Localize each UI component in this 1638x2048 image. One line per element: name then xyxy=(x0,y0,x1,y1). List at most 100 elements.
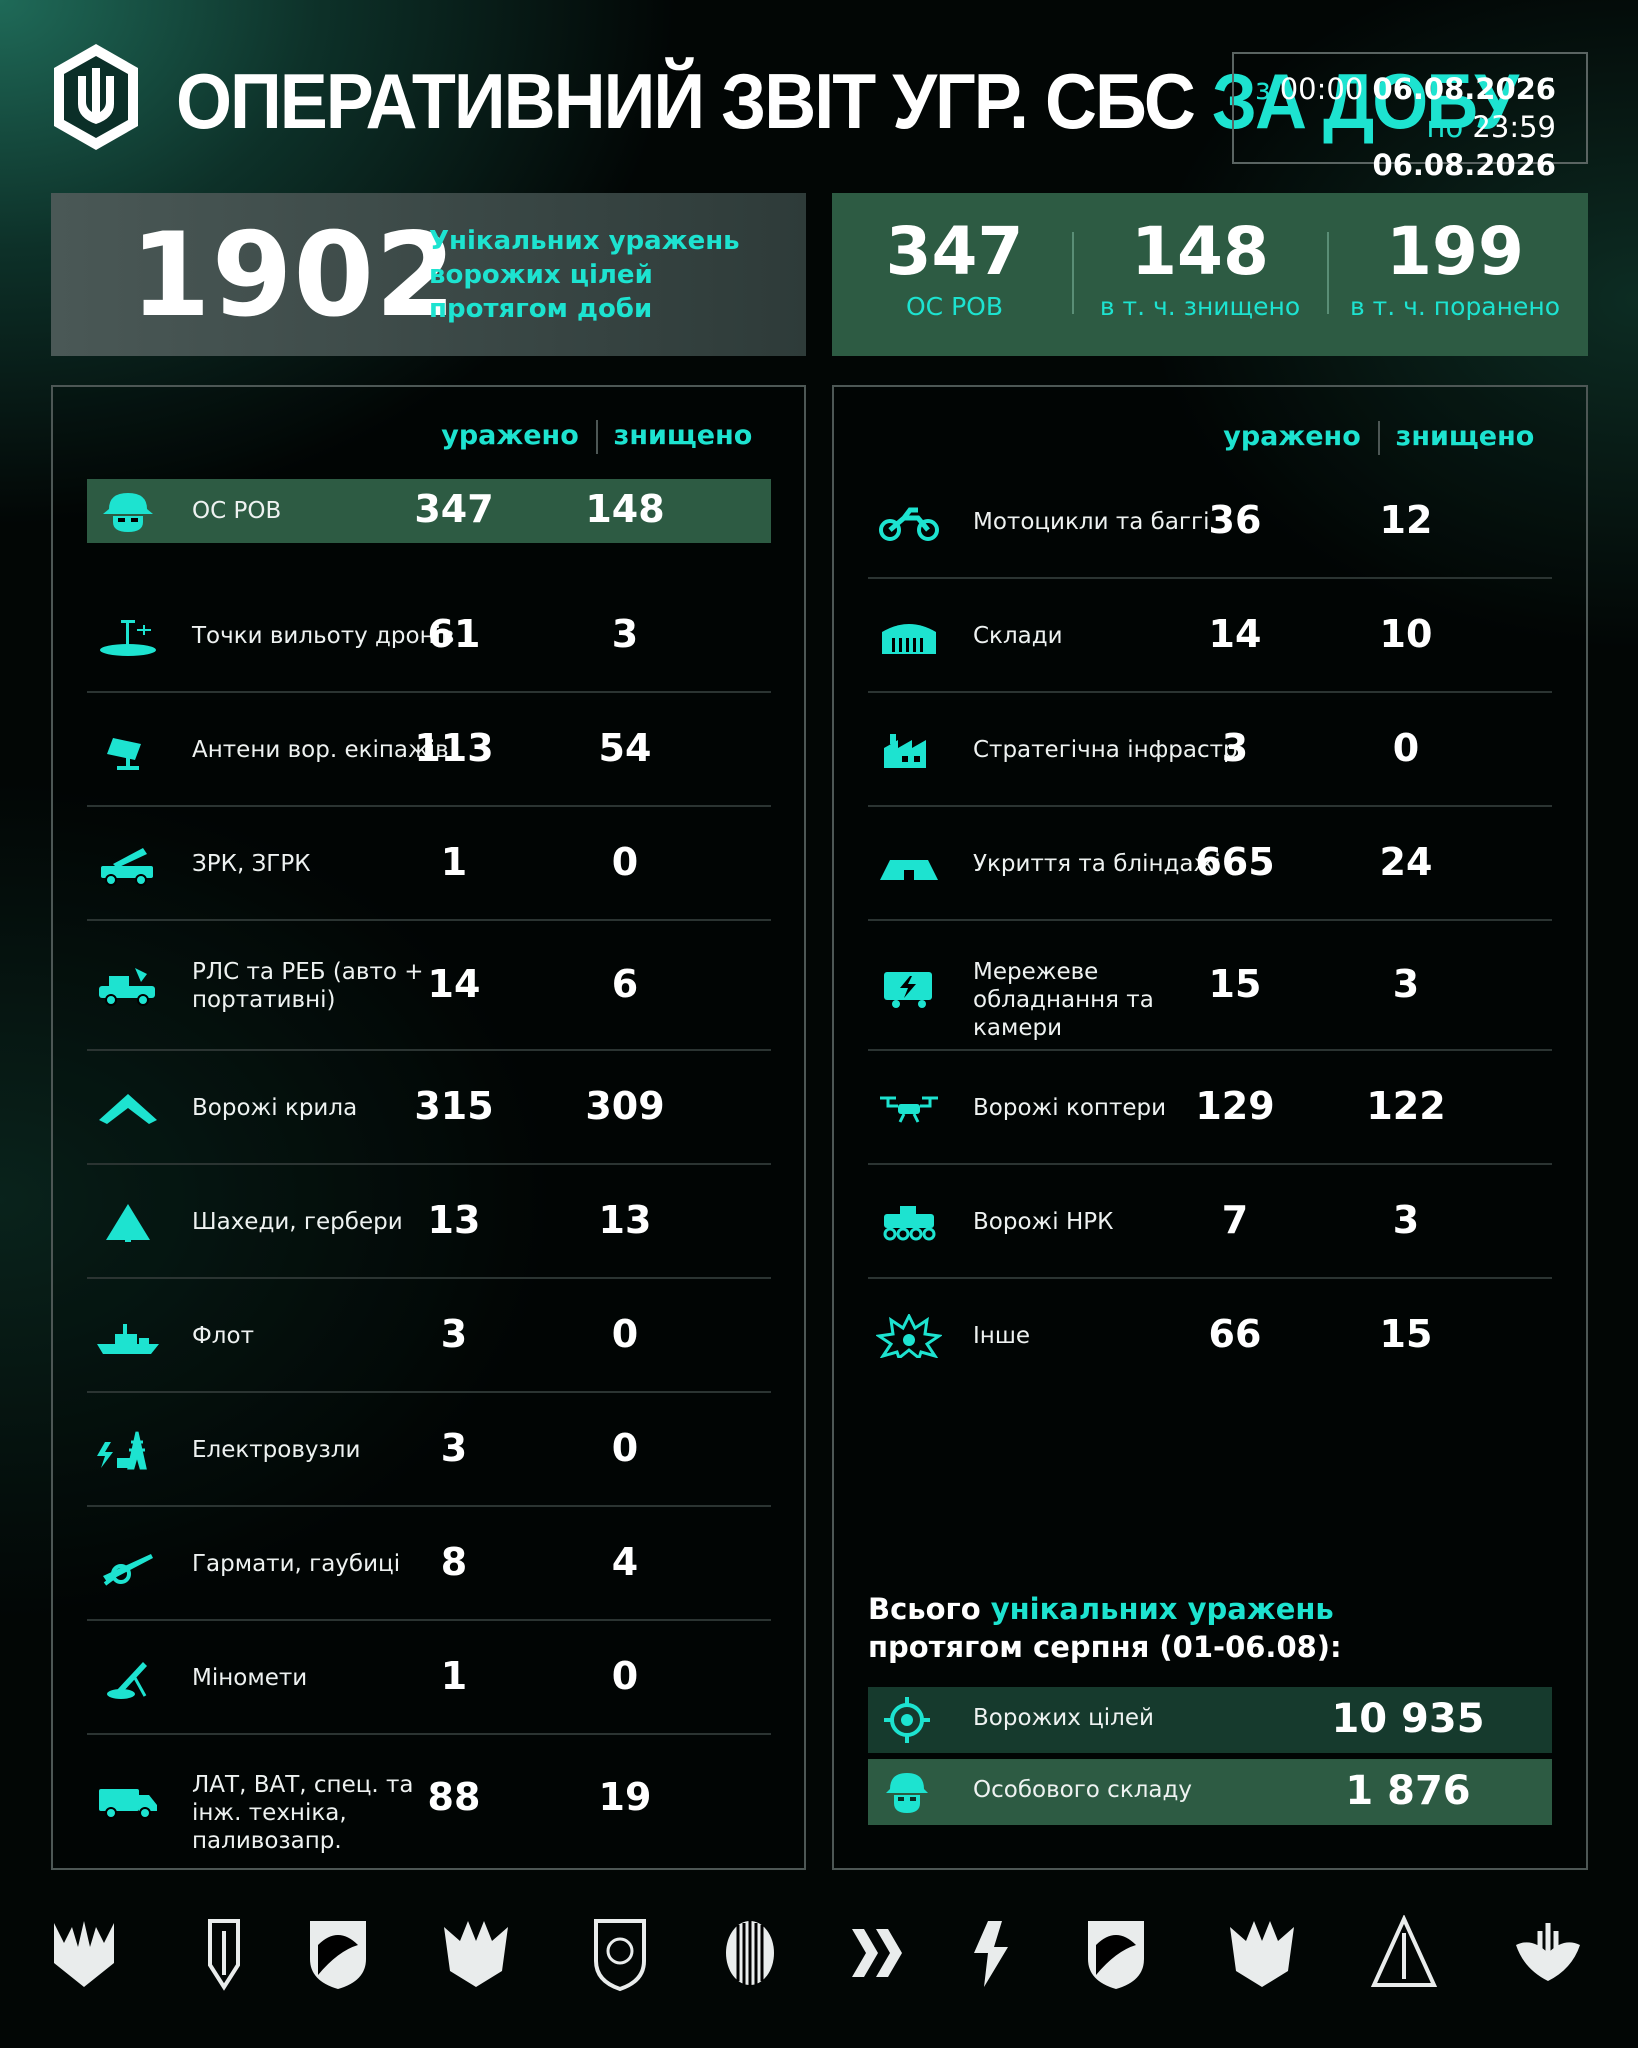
soldier-helmet-icon xyxy=(886,1773,928,1813)
quadcopter-icon xyxy=(880,1096,938,1123)
antenna-dish-icon xyxy=(107,738,141,770)
stats-row: Шахеди, гербери 13 13 xyxy=(87,1165,771,1279)
row-label: Точки вильоту дронів xyxy=(192,623,455,649)
row-destroyed-value: 309 xyxy=(585,1084,665,1128)
page-title: ОПЕРАТИВНИЙ ЗВІТ УГР. СБС ЗА ДОБУ xyxy=(176,59,1519,146)
row-label: Склади xyxy=(973,623,1063,649)
eagle-shield-logo xyxy=(310,1921,366,1989)
row-destroyed-value: 0 xyxy=(611,1654,639,1698)
row-hit-value: 129 xyxy=(1195,1084,1275,1128)
left-stats-panel xyxy=(51,385,806,1870)
row-hit-value: 8 xyxy=(440,1540,468,1584)
stats-row: Стратегічна інфрастр. 3 0 xyxy=(868,693,1552,807)
row-label: ЛАТ, ВАТ, спец. та інж. техніка, паливоз… xyxy=(192,1772,414,1854)
daily-total-caption: Унікальних уражень ворожих цілей протяго… xyxy=(429,226,740,324)
column-hit-header: уражено xyxy=(441,420,579,451)
row-hit-value: 1 xyxy=(440,1654,468,1698)
divider xyxy=(1378,421,1380,455)
divider xyxy=(1072,232,1074,314)
month-total-personnel: Особового складу 1 876 xyxy=(868,1759,1552,1825)
row-destroyed-value: 12 xyxy=(1379,498,1433,542)
personnel-wounded: 199 в т. ч. поранено xyxy=(1350,213,1560,321)
ground-robot-icon xyxy=(883,1206,936,1241)
stats-row: Антени вор. екіпажів 113 54 xyxy=(87,693,771,807)
trident-winged-logo xyxy=(1516,1923,1580,1981)
motorcycle-icon xyxy=(879,507,939,541)
row-destroyed-value: 0 xyxy=(1392,726,1420,770)
row-hit-value: 665 xyxy=(1195,840,1275,884)
row-destroyed-value: 0 xyxy=(611,1312,639,1356)
double-chevron-logo xyxy=(852,1929,902,1977)
row-label: Інше xyxy=(973,1323,1031,1349)
row-label: Флот xyxy=(192,1323,254,1349)
unit-shield-logo xyxy=(54,44,138,150)
warship-icon xyxy=(97,1324,159,1354)
daily-total-banner xyxy=(51,193,806,356)
divider xyxy=(596,420,598,454)
row-destroyed-value: 3 xyxy=(1392,1198,1420,1242)
bird-head-logo xyxy=(1088,1921,1144,1989)
daily-total-value: 1902 xyxy=(130,208,457,343)
row-destroyed-value: 3 xyxy=(1392,962,1420,1006)
target-icon xyxy=(884,1697,930,1743)
stats-row: ЛАТ, ВАТ, спец. та інж. техніка, паливоз… xyxy=(87,1735,771,1863)
shahed-drone-icon xyxy=(106,1204,150,1242)
row-destroyed-value: 6 xyxy=(611,962,639,1006)
howitzer-icon xyxy=(103,1554,153,1586)
column-destroyed-header: знищено xyxy=(1395,421,1535,452)
stats-row: Флот 3 0 xyxy=(87,1279,771,1393)
row-hit-value: 113 xyxy=(414,726,494,770)
row-destroyed-value: 15 xyxy=(1379,1312,1433,1356)
personnel-destroyed: 148 в т. ч. знищено xyxy=(1099,213,1301,321)
report-period: з 00:00 06.08.2026 по 23:59 06.08.2026 xyxy=(1232,52,1588,182)
row-hit-value: 88 xyxy=(427,1775,481,1819)
stats-row: Інше 66 15 xyxy=(868,1279,1552,1393)
column-destroyed-header: знищено xyxy=(613,420,753,451)
row-label: ОС РОВ xyxy=(192,498,282,524)
row-destroyed-value: 122 xyxy=(1366,1084,1446,1128)
month-total-value: 1 876 xyxy=(1345,1768,1471,1814)
row-destroyed-value: 0 xyxy=(611,840,639,884)
row-label: Стратегічна інфрастр. xyxy=(973,737,1245,763)
row-label: Антени вор. екіпажів xyxy=(192,737,449,763)
arrow-shield-logo xyxy=(208,1919,240,1991)
stats-row: Склади 14 10 xyxy=(868,579,1552,693)
personnel-banner xyxy=(832,193,1588,356)
row-destroyed-value: 3 xyxy=(611,612,639,656)
mortar-icon xyxy=(107,1662,147,1699)
row-label: Шахеди, гербери xyxy=(192,1209,403,1235)
stats-row: Ворожі коптери 129 122 xyxy=(868,1051,1552,1165)
stats-row: ОС РОВ 347 148 xyxy=(87,479,771,543)
bat-wings-logo xyxy=(444,1921,508,1987)
stats-row: Електровузли 3 0 xyxy=(87,1393,771,1507)
row-label: Ворожі коптери xyxy=(973,1095,1167,1121)
month-total-label: Особового складу xyxy=(973,1777,1193,1803)
month-total-targets: Ворожих цілей 10 935 xyxy=(868,1687,1552,1753)
row-destroyed-value: 24 xyxy=(1379,840,1433,884)
drone-launch-site-icon xyxy=(100,620,156,656)
row-hit-value: 15 xyxy=(1208,962,1262,1006)
row-hit-value: 14 xyxy=(1208,612,1262,656)
row-destroyed-value: 10 xyxy=(1379,612,1433,656)
row-hit-value: 315 xyxy=(414,1084,494,1128)
row-label: Електровузли xyxy=(192,1437,361,1463)
row-destroyed-value: 13 xyxy=(598,1198,652,1242)
military-truck-icon xyxy=(99,1789,157,1819)
row-hit-value: 3 xyxy=(440,1426,468,1470)
row-label: Гармати, гаубиці xyxy=(192,1551,401,1577)
stats-row: Гармати, гаубиці 8 4 xyxy=(87,1507,771,1621)
row-destroyed-value: 4 xyxy=(611,1540,639,1584)
stats-row: Укриття та бліндажі 665 24 xyxy=(868,807,1552,921)
stats-row: Ворожі крила 315 309 xyxy=(87,1051,771,1165)
radar-vehicle-icon xyxy=(99,968,155,1006)
stats-row: РЛС та РЕБ (авто + портативні) 14 6 xyxy=(87,921,771,1051)
row-label: РЛС та РЕБ (авто + портативні) xyxy=(192,959,424,1013)
divider xyxy=(1327,232,1329,314)
triangle-sword-logo xyxy=(1370,1915,1438,1987)
stats-row: Ворожі НРК 7 3 xyxy=(868,1165,1552,1279)
network-camera-icon xyxy=(884,972,932,1008)
stats-row: Міномети 1 0 xyxy=(87,1621,771,1735)
stats-row: Мережеве обладнання та камери 15 3 xyxy=(868,921,1552,1051)
row-label: Мотоцикли та баггі xyxy=(973,509,1210,535)
power-substation-icon xyxy=(97,1431,147,1470)
